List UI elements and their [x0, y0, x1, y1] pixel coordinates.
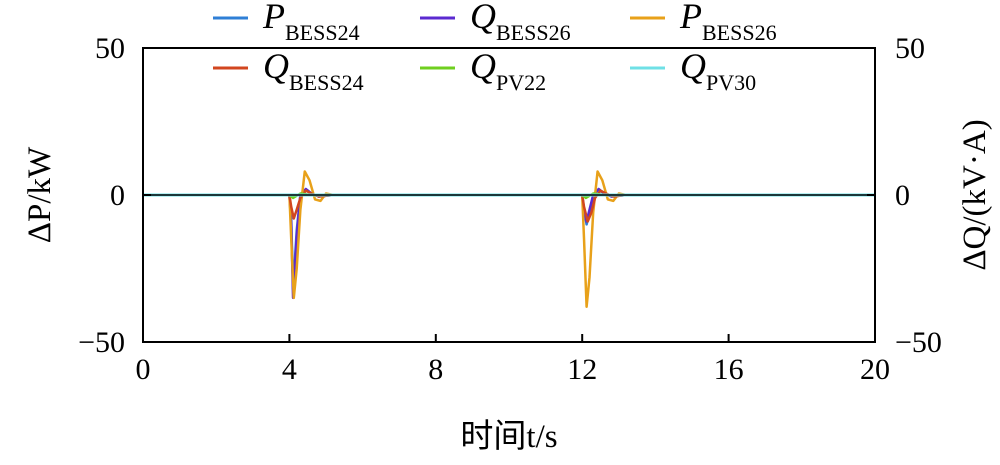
y-tick-label-left: −50: [78, 326, 125, 359]
legend-label: PBESS24: [262, 0, 360, 45]
legend-label: QBESS26: [470, 0, 571, 45]
legend-item-p-bess24: PBESS24: [213, 0, 360, 45]
legend-label: PBESS26: [679, 0, 777, 45]
legend: PBESS24 QBESS26 PBESS26 QBESS24 QPV22 QPV30: [213, 0, 777, 95]
legend-item-q-bess26: QBESS26: [420, 0, 571, 45]
x-tick-label: 8: [428, 353, 443, 386]
series-layer: [143, 170, 875, 308]
y-axis-title-right: ΔQ/(kV·A): [957, 119, 993, 270]
legend-label: QBESS24: [263, 46, 364, 95]
legend-item-q-pv22: QPV22: [420, 46, 546, 95]
x-axis-title: 时间t/s: [460, 419, 557, 455]
x-tick-label: 16: [714, 353, 744, 386]
y-tick-label-right: −50: [895, 326, 942, 359]
legend-item-p-bess26: PBESS26: [630, 0, 777, 45]
x-tick-label: 12: [567, 353, 597, 386]
series-line-p-bess26: [143, 170, 875, 300]
legend-label: QPV22: [470, 46, 546, 95]
x-tick-label: 4: [282, 353, 297, 386]
series-line-p-bess24: [143, 187, 875, 291]
y-tick-label-left: 0: [110, 179, 125, 212]
y-tick-label-left: 50: [95, 32, 125, 65]
series-line-p-bess26-event2: [580, 170, 627, 308]
x-tick-label: 0: [136, 353, 151, 386]
legend-item-q-bess24: QBESS24: [213, 46, 364, 95]
y-tick-label-right: 50: [895, 32, 925, 65]
legend-label: QPV30: [680, 46, 756, 95]
y-tick-label-right: 0: [895, 179, 910, 212]
legend-item-q-pv30: QPV30: [630, 46, 756, 95]
series-line-q-bess26: [143, 187, 875, 300]
y-axis-title-left: ΔP/kW: [22, 146, 58, 243]
x-tick-label: 20: [860, 353, 890, 386]
